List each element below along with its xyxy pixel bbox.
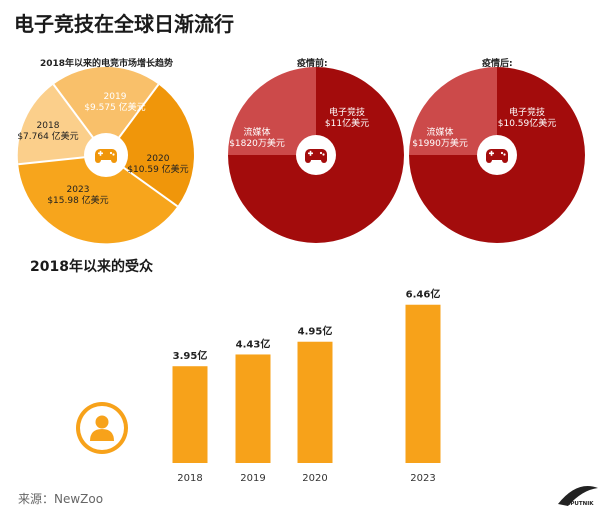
pie-growth: 2023 $15.98 亿美元 2018 $7.764 亿美元 2019 $9.… [17,67,194,244]
pie-before-label-esports-value: $11亿美元 [325,117,369,129]
pie-growth-label-2023-year: 2023 [67,185,90,195]
pie-slice-2018 [17,84,106,165]
pie-growth-label-2020-year: 2020 [147,154,170,164]
bar-value-label-2018: 3.95亿 [173,349,208,362]
pie-growth-label-2018-value: $7.764 亿美元 [17,130,78,142]
user-icon [76,402,128,454]
sputnik-logo-text: SPUTNIK [566,501,594,507]
page-title: 电子竞技在全球日渐流行 [14,12,234,36]
pie-growth-label-2020-value: $10.59 亿美元 [127,163,188,175]
pie-before: 流媒体 $1820万美元 电子竞技 $11亿美元 [228,67,404,243]
pie-after-label-streaming-name: 流媒体 [426,126,453,138]
bar-value-label-2023: 6.46亿 [406,288,441,301]
bar-value-label-2020: 4.95亿 [298,325,333,338]
pie-before-title: 疫情前: [297,59,328,69]
pie-slice-streaming-before [228,67,316,155]
gamepad-icon [486,149,508,163]
gamepad-icon [305,149,327,163]
pie-growth-label-2019-value: $9.575 亿美元 [84,101,145,113]
pie-growth-label-2023-value: $15.98 亿美元 [47,194,108,206]
pie-slice-streaming-after [409,67,497,155]
pie-slice-2019 [53,67,159,155]
pie-growth-label-2019-year: 2019 [104,92,127,102]
sputnik-logo: SPUTNIK [558,486,598,507]
pie-slice-2020 [106,84,194,207]
bar-2019 [235,354,271,463]
bar-2018 [172,366,208,463]
source-note: 来源：NewZoo [18,492,104,506]
pie-growth-title: 2018年以来的电竞市场增长趋势 [40,59,174,69]
pie-after: 流媒体 $1990万美元 电子竞技 $10.59亿美元 [409,67,585,243]
pie-charts: 2023 $15.98 亿美元 2018 $7.764 亿美元 2019 $9.… [17,67,585,244]
audience-bar-chart: 3.95亿 2018 4.43亿 2019 4.95亿 2020 6.46亿 2023 [76,288,441,484]
pie-before-label-streaming-value: $1820万美元 [229,137,285,149]
pie-growth-label-2018-year: 2018 [37,121,60,131]
bar-category-label-2023: 2023 [410,473,435,484]
pie-before-label-streaming-name: 流媒体 [243,126,270,138]
pie-after-label-esports-value: $10.59亿美元 [498,117,557,129]
bar-2020 [297,341,333,463]
bar-category-label-2020: 2020 [302,473,327,484]
bar-2023 [405,304,441,463]
audience-chart-title: 2018年以来的受众 [30,259,153,275]
bar-category-label-2019: 2019 [240,473,265,484]
bar-category-label-2018: 2018 [177,473,202,484]
gamepad-icon [95,149,117,163]
pie-after-label-streaming-value: $1990万美元 [412,137,468,149]
pie-after-label-esports-name: 电子竞技 [509,106,545,118]
pie-before-label-esports-name: 电子竞技 [329,106,365,118]
pie-after-title: 疫情后: [482,59,513,69]
bar-value-label-2019: 4.43亿 [236,337,271,350]
pie-slice-2023 [18,155,178,244]
